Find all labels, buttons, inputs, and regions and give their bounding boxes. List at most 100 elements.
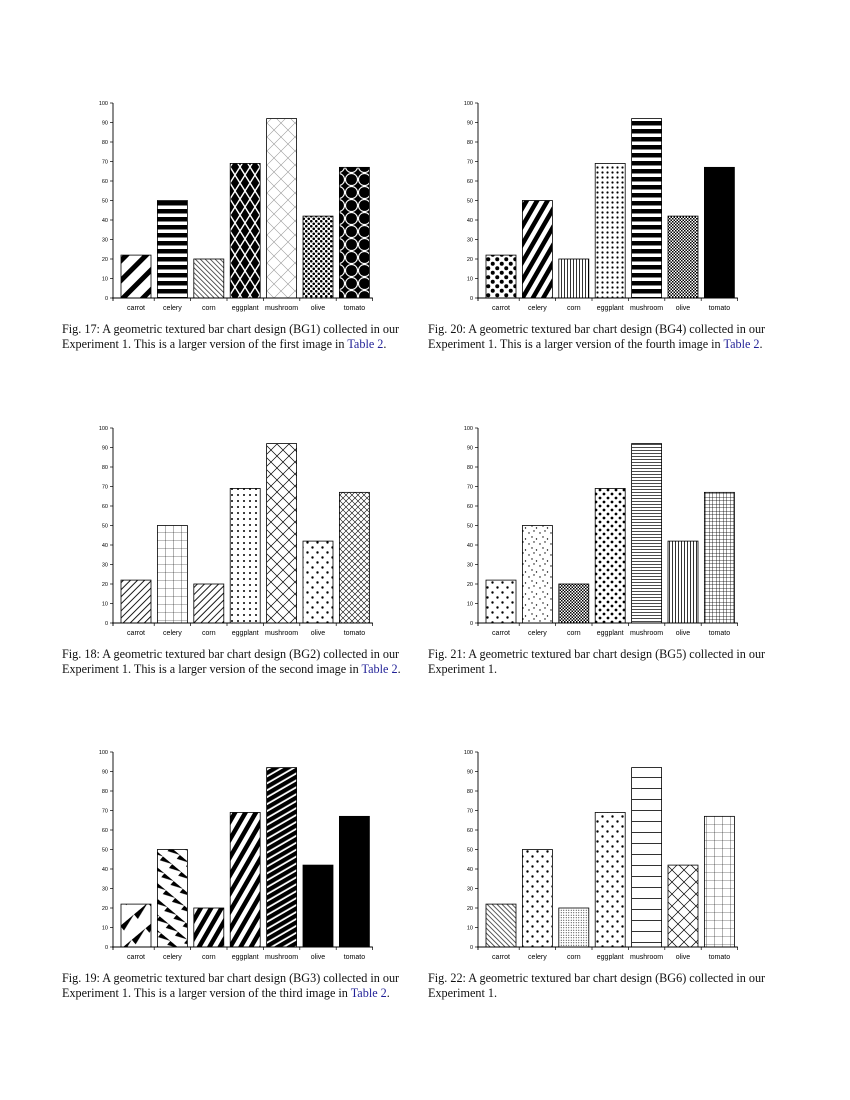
bar-mushroom — [631, 118, 663, 299]
y-tick-label: 50 — [467, 199, 473, 205]
y-tick-label: 40 — [467, 543, 473, 549]
y-tick-label: 100 — [464, 426, 473, 432]
y-tick-label: 70 — [102, 160, 108, 166]
caption-label: Fig. 18: — [62, 647, 100, 661]
y-tick-label: 20 — [467, 257, 473, 263]
table-reference-link[interactable]: Table 2 — [723, 337, 760, 351]
y-tick-label: 40 — [467, 867, 473, 873]
figure-caption: Fig. 19: A geometric textured bar chart … — [62, 971, 427, 1001]
x-tick-label: corn — [567, 954, 581, 961]
y-tick-label: 100 — [99, 426, 108, 432]
x-tick-label: tomato — [344, 305, 366, 312]
x-tick-label: tomato — [709, 954, 731, 961]
y-tick-label: 70 — [467, 160, 473, 166]
bar-carrot — [485, 254, 517, 299]
caption-label: Fig. 21: — [428, 647, 466, 661]
caption-label: Fig. 19: — [62, 971, 100, 985]
y-tick-label: 70 — [102, 809, 108, 815]
y-tick-label: 50 — [467, 524, 473, 530]
bar-celery — [522, 525, 553, 624]
y-tick-label: 20 — [467, 906, 473, 912]
y-tick-label: 0 — [470, 621, 473, 627]
y-tick-label: 0 — [470, 296, 473, 302]
caption-text: A geometric textured bar chart design (B… — [62, 322, 400, 351]
y-tick-label: 80 — [467, 140, 473, 146]
bar-carrot — [120, 903, 152, 948]
x-tick-label: eggplant — [597, 305, 624, 312]
bar-eggplant — [229, 488, 261, 624]
y-tick-label: 20 — [102, 906, 108, 912]
table-reference-link[interactable]: Table 2 — [361, 662, 398, 676]
bar-chart-bg4: carrot celery corn eggplant mushroom olive tom… — [464, 101, 738, 312]
caption-text: A geometric textured bar chart design (B… — [428, 971, 766, 1000]
y-tick-label: 60 — [102, 828, 108, 834]
x-tick-label: tomato — [344, 630, 366, 637]
y-tick-label: 20 — [102, 582, 108, 588]
table-reference-link[interactable]: Table 2 — [350, 986, 387, 1000]
bar-carrot — [485, 903, 517, 948]
y-tick-label: 40 — [467, 218, 473, 224]
x-tick-label: olive — [676, 630, 691, 637]
x-tick-label: mushroom — [265, 954, 298, 961]
bar-corn — [558, 583, 590, 624]
y-tick-label: 70 — [102, 485, 108, 491]
x-tick-label: eggplant — [232, 305, 259, 312]
y-tick-label: 40 — [102, 543, 108, 549]
x-tick-label: carrot — [127, 305, 145, 312]
y-tick-label: 60 — [102, 504, 108, 510]
bar-tomato — [338, 491, 370, 624]
bar-tomato — [338, 815, 370, 948]
y-tick-label: 0 — [105, 296, 108, 302]
y-tick-label: 30 — [102, 887, 108, 893]
bar-olive — [667, 540, 699, 624]
bar-carrot — [120, 254, 152, 299]
bar-tomato — [703, 815, 735, 948]
x-tick-label: celery — [163, 954, 182, 961]
bar-corn — [558, 907, 590, 948]
table-reference-link[interactable]: Table 2 — [347, 337, 384, 351]
x-tick-label: mushroom — [630, 954, 663, 961]
x-tick-label: olive — [311, 305, 326, 312]
figure-caption: Fig. 17: A geometric textured bar chart … — [62, 322, 427, 352]
bar-tomato — [338, 166, 370, 299]
x-tick-label: olive — [676, 954, 691, 961]
y-tick-label: 40 — [102, 867, 108, 873]
bar-tomato — [703, 166, 735, 299]
caption-end: . — [383, 337, 387, 351]
bar-mushroom — [266, 767, 298, 948]
caption-label: Fig. 20: — [428, 322, 466, 336]
y-tick-label: 30 — [467, 563, 473, 569]
y-tick-label: 50 — [102, 199, 108, 205]
x-tick-label: corn — [567, 305, 581, 312]
caption-end: . — [397, 662, 401, 676]
bar-celery — [157, 849, 188, 948]
x-tick-label: celery — [163, 305, 182, 312]
y-tick-label: 90 — [467, 446, 473, 452]
bar-celery — [522, 849, 553, 948]
y-tick-label: 10 — [467, 277, 473, 283]
y-tick-label: 90 — [467, 770, 473, 776]
x-tick-label: celery — [528, 305, 547, 312]
y-tick-label: 10 — [467, 602, 473, 608]
bar-carrot — [120, 579, 152, 624]
x-tick-label: mushroom — [265, 630, 298, 637]
y-tick-label: 80 — [102, 789, 108, 795]
y-tick-label: 80 — [102, 465, 108, 471]
caption-label: Fig. 17: — [62, 322, 100, 336]
bar-mushroom — [631, 443, 663, 624]
x-tick-label: olive — [311, 630, 326, 637]
caption-label: Fig. 22: — [428, 971, 466, 985]
y-tick-label: 0 — [105, 621, 108, 627]
bar-corn — [558, 258, 590, 299]
x-tick-label: eggplant — [232, 630, 259, 637]
bar-olive — [667, 864, 699, 948]
bar-chart-bg5: carrot celery corn eggplant mushroom olive tom… — [464, 426, 738, 637]
y-tick-label: 100 — [99, 750, 108, 756]
x-tick-label: olive — [311, 954, 326, 961]
y-tick-label: 90 — [102, 121, 108, 127]
x-tick-label: corn — [202, 305, 216, 312]
x-tick-label: corn — [202, 954, 216, 961]
figure-caption: Fig. 21: A geometric textured bar chart … — [428, 647, 793, 677]
bar-mushroom — [266, 443, 298, 624]
bar-corn — [193, 583, 225, 624]
